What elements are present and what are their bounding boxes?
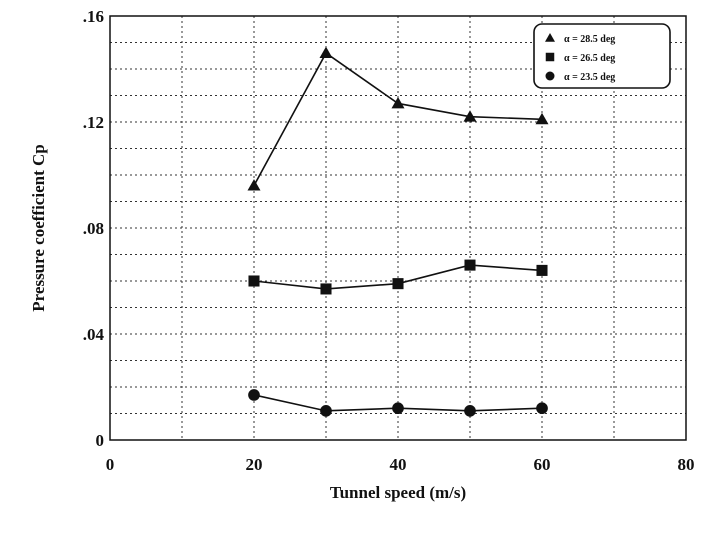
data-point-circle [248,389,260,401]
series-square [248,259,548,295]
x-tick-labels: 0 20 40 60 80 [106,455,695,474]
data-point-triangle [319,46,333,58]
data-point-circle [464,405,476,417]
legend-marker-triangle [545,33,555,42]
data-point-square [392,278,404,290]
data-point-circle [536,402,548,415]
x-tick-label: 80 [678,455,695,474]
legend-label: α = 26.5 deg [564,53,615,64]
series [247,46,549,417]
data-point-circle [320,405,332,417]
data-point-square [536,264,548,276]
x-tick-label: 40 [390,455,407,474]
data-point-triangle [391,96,405,109]
y-tick-label: 0 [96,431,105,450]
legend-marker-square [545,52,555,62]
data-point-triangle [535,112,549,125]
legend-label: α = 28.5 deg [564,34,615,45]
x-tick-label: 20 [246,455,263,474]
y-tick-label: .16 [83,7,104,26]
data-point-square [248,275,260,287]
legend: α = 28.5 deg α = 26.5 deg α = 23.5 deg [533,23,671,89]
y-tick-label: .12 [83,113,104,132]
data-point-square [320,283,332,295]
x-tick-label: 0 [106,455,115,474]
y-tick-label: .08 [83,219,104,238]
legend-box [533,23,671,89]
y-tick-label: .04 [83,325,105,344]
series-circle [248,389,548,417]
data-point-triangle [247,179,261,191]
y-tick-labels: 0 .04 .08 .12 .16 [83,7,105,450]
plot-frame [109,15,687,441]
data-point-square [464,259,476,271]
y-axis-title: Pressure coefficient Cp [29,144,48,311]
x-tick-label: 60 [534,455,551,474]
legend-marker-circle [545,71,555,81]
legend-label: α = 23.5 deg [564,72,615,83]
data-point-triangle [463,110,477,122]
x-axis-title: Tunnel speed (m/s) [330,483,466,502]
series-triangle [247,46,549,191]
data-point-circle [392,402,404,415]
